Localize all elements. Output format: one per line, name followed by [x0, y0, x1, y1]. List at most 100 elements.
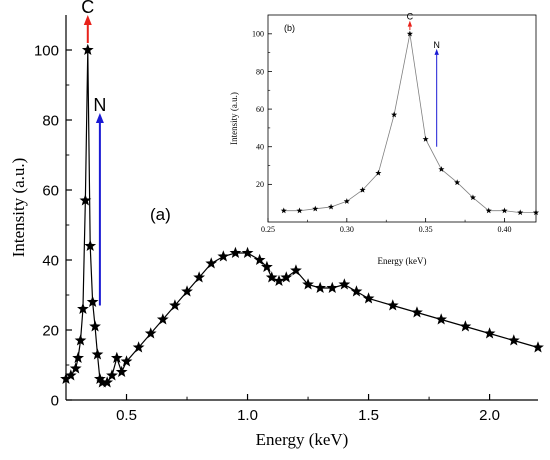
main-y-tick-label: 0 — [51, 392, 59, 409]
main-data-point — [193, 271, 206, 283]
inset-x-tick-label: 0.40 — [497, 225, 511, 234]
main-data-point — [411, 306, 423, 318]
inset-y-tick-label: 20 — [256, 180, 264, 189]
main-data-point — [91, 348, 104, 360]
inset-x-tick-label: 0.25 — [261, 225, 275, 234]
inset-panel-label: (b) — [284, 23, 295, 33]
inset-data-point — [280, 207, 287, 214]
main-data-point — [205, 257, 218, 269]
inset-data-point — [532, 209, 540, 216]
main-arrowhead-c — [83, 15, 92, 25]
main-y-tick-label: 100 — [34, 42, 59, 59]
main-panel-label: (a) — [150, 205, 171, 224]
main-data-point — [273, 274, 285, 287]
inset-x-axis-label: Energy (keV) — [377, 256, 426, 266]
main-x-tick-label: 2.0 — [479, 407, 500, 424]
main-data-point — [169, 299, 181, 311]
inset-y-tick-label: 60 — [256, 105, 264, 114]
inset-data-point — [454, 179, 461, 186]
main-data-point — [106, 369, 118, 381]
main-data-point — [64, 369, 77, 381]
main-data-point — [77, 302, 89, 315]
inset-x-tick-label: 0.30 — [340, 225, 354, 234]
inset-data-point — [517, 209, 524, 216]
main-data-point — [96, 376, 109, 388]
main-data-point — [386, 299, 399, 311]
main-data-point — [60, 372, 72, 385]
inset-y-axis-label: Intensity (a.u.) — [229, 92, 239, 145]
main-y-tick-label: 60 — [42, 182, 59, 199]
main-data-point — [217, 250, 230, 262]
inset-arrowhead-n — [434, 48, 439, 55]
main-data-point — [338, 278, 351, 290]
main-data-point — [265, 271, 278, 283]
main-data-point — [89, 320, 101, 332]
main-data-point — [350, 285, 363, 297]
inset-data-point — [391, 111, 398, 118]
inset-plot-frame — [267, 14, 537, 223]
main-data-point — [280, 271, 293, 283]
main-y-tick-label: 40 — [42, 252, 59, 269]
main-y-tick-label: 20 — [42, 322, 59, 339]
main-data-point — [326, 281, 339, 294]
main-data-point — [435, 313, 448, 325]
main-data-point — [69, 362, 82, 374]
main-data-point — [229, 246, 242, 259]
main-x-tick-label: 0.5 — [116, 407, 137, 424]
main-data-point — [507, 334, 520, 346]
main-y-axis-label: Intensity (a.u.) — [9, 158, 28, 258]
inset-data-point — [343, 198, 350, 204]
main-data-point — [93, 372, 106, 385]
main-data-point — [532, 341, 544, 353]
main-data-point — [459, 320, 472, 332]
inset-x-tick-label: 0.35 — [419, 225, 433, 234]
inset-data-point — [375, 169, 382, 176]
main-data-point — [253, 253, 266, 266]
main-data-point — [115, 365, 128, 378]
main-data-point — [81, 43, 94, 56]
inset-element-label-n: N — [433, 40, 440, 50]
inset-data-point — [485, 207, 492, 214]
inset-arrowhead-c — [407, 20, 413, 27]
main-data-point — [241, 246, 254, 259]
main-data-point — [74, 334, 87, 346]
inset-data-point — [296, 207, 303, 214]
main-data-point — [86, 295, 99, 308]
main-data-point — [144, 327, 157, 339]
main-data-point — [110, 351, 123, 364]
main-data-point — [156, 313, 169, 325]
main-data-point — [483, 327, 496, 339]
inset-y-tick-label: 80 — [256, 67, 264, 76]
main-data-point — [101, 376, 114, 388]
main-data-point — [79, 194, 92, 206]
inset-data-point — [422, 136, 429, 142]
main-data-point — [84, 239, 97, 252]
main-data-point — [362, 292, 375, 304]
main-data-point — [261, 260, 273, 273]
main-data-point — [181, 285, 193, 297]
inset-data-point — [438, 166, 445, 172]
main-data-point — [290, 264, 302, 276]
inset-data-point — [406, 30, 413, 37]
inset-data-point — [469, 194, 476, 201]
main-x-tick-label: 1.0 — [237, 407, 258, 424]
main-data-point — [132, 341, 145, 353]
main-x-axis-label: Energy (keV) — [256, 430, 349, 449]
inset-data-point — [359, 186, 366, 193]
inset-data-point — [328, 203, 335, 210]
main-y-tick-label: 80 — [42, 112, 59, 129]
inset-element-label-c: C — [407, 12, 414, 22]
inset-plot-background — [268, 15, 536, 222]
main-arrowhead-n — [95, 113, 104, 123]
main-x-tick-label: 1.5 — [358, 407, 379, 424]
inset-data-point — [312, 205, 319, 212]
main-element-label-n: N — [93, 95, 106, 115]
main-element-label-c: C — [81, 0, 94, 17]
inset-y-tick-label: 40 — [256, 143, 264, 152]
main-data-point — [302, 278, 314, 290]
inset-data-point — [501, 207, 508, 214]
main-data-point — [72, 351, 84, 364]
main-data-point — [120, 355, 133, 367]
